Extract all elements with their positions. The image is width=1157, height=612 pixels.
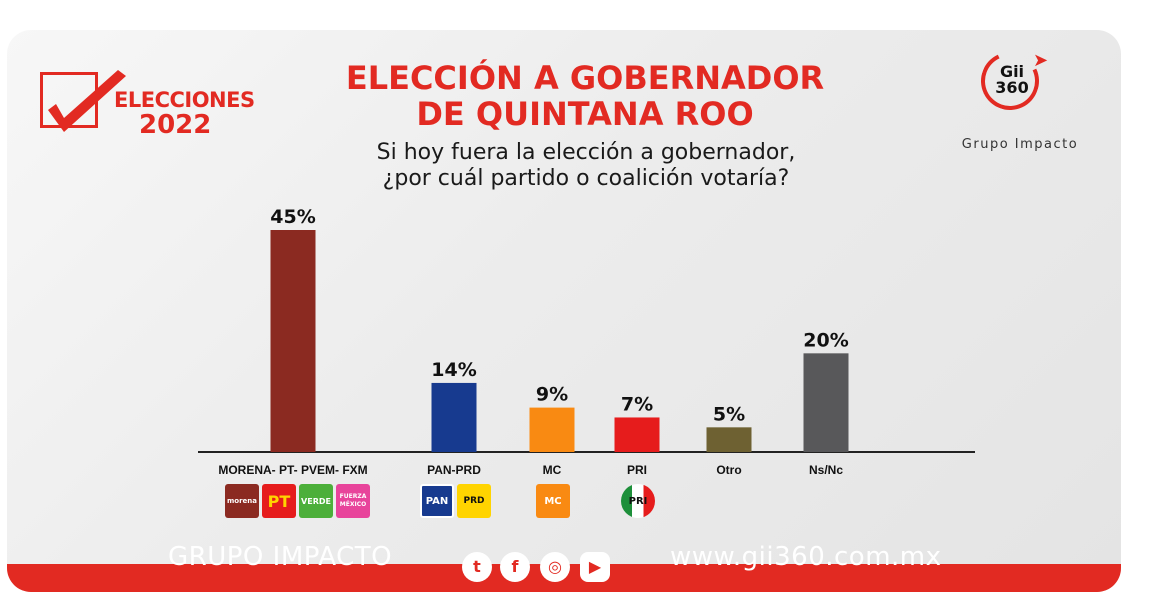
checkmark-icon [48,70,126,132]
elecciones-badge: ELECCIONES 2022 [34,52,255,147]
bar [431,382,477,452]
prd-logo: PRD [457,484,491,518]
value-label: 9% [536,384,568,406]
value-label: 5% [713,403,745,425]
fxm-logo: FUERZA MÉXICO [336,484,370,518]
bar [803,353,849,452]
badge-line2: 2022 [139,110,212,140]
category-label: PRI [627,463,647,477]
logo-line1: Gii [999,62,1025,81]
gii360-logo: ➤ Gii 360 [972,43,1065,119]
page-title: ELECCIÓN A GOBERNADOR DE QUINTANA ROO [330,60,840,132]
title-line1: ELECCIÓN A GOBERNADOR [345,59,825,97]
pt-logo: PT [262,484,296,518]
footer-url[interactable]: www.gii360.com.mx [670,542,942,572]
pri-logo: PRI [621,484,655,518]
value-label: 7% [621,393,653,415]
question-text: Si hoy fuera la elección a gobernador, ¿… [320,140,852,192]
value-label: 14% [431,359,476,381]
category-label: Otro [716,463,741,477]
logo-arrow-icon: ➤ [1033,50,1049,71]
badge-line1: ELECCIONES [114,88,255,112]
subtitle-line1: Si hoy fuera la elección a gobernador, [376,140,796,165]
subtitle-line2: ¿por cuál partido o coalición votaría? [382,166,790,191]
bar [706,427,752,452]
morena-logo: morena [225,484,259,518]
bar [270,230,316,452]
value-label: 20% [803,329,848,351]
logo-caption: Grupo Impacto [961,137,1079,152]
category-label: PAN-PRD [427,463,481,477]
logos-pri: PRI [621,484,655,520]
pan-logo: PAN [420,484,454,518]
logos-mc: MC [536,484,570,520]
twitter-icon[interactable]: t [462,552,492,582]
logo-line2: 360 [995,78,1029,97]
logos-morena-coalition: morena PT VERDE FUERZA MÉXICO [225,484,370,520]
bar [529,407,575,452]
value-label: 45% [270,206,315,228]
mc-logo: MC [536,484,570,518]
bar [614,417,660,452]
facebook-icon[interactable]: f [500,552,530,582]
title-line2: DE QUINTANA ROO [416,95,754,133]
category-label: Ns/Nc [809,463,843,477]
category-label: MC [543,463,562,477]
verde-logo: VERDE [299,484,333,518]
logos-pan-prd: PAN PRD [420,484,491,520]
youtube-icon[interactable]: ▶ [580,552,610,582]
category-label: MORENA- PT- PVEM- FXM [218,463,367,477]
instagram-icon[interactable]: ◎ [540,552,570,582]
footer-brand: GRUPO IMPACTO [168,542,393,572]
